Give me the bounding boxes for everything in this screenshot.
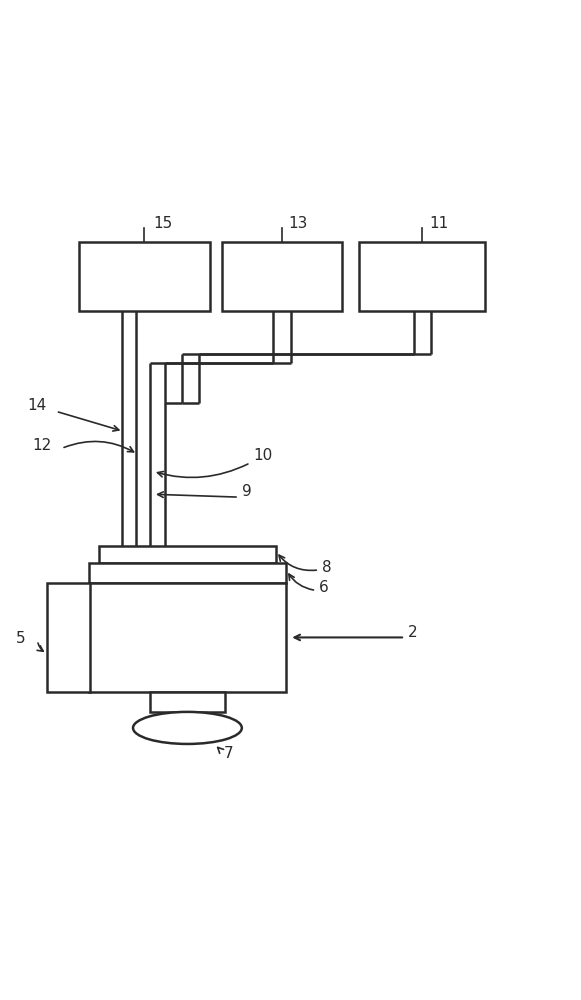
Ellipse shape (133, 712, 242, 744)
Bar (47, 583, 90, 692)
Text: 8: 8 (322, 560, 332, 575)
Text: 12: 12 (33, 438, 52, 453)
Text: 5: 5 (16, 631, 25, 646)
Bar (222, 242, 342, 311)
Text: 2: 2 (408, 625, 418, 640)
Text: 15: 15 (153, 216, 173, 231)
Bar (150, 692, 225, 712)
Text: 11: 11 (429, 216, 449, 231)
Text: 9: 9 (242, 484, 252, 499)
Text: 10: 10 (253, 448, 272, 463)
Text: 6: 6 (319, 580, 329, 595)
Text: 7: 7 (224, 746, 233, 761)
Bar (89, 563, 286, 583)
Bar (99, 546, 276, 563)
Bar (359, 242, 485, 311)
Text: 14: 14 (27, 398, 46, 413)
Text: 13: 13 (289, 216, 308, 231)
Bar (89, 583, 286, 692)
Bar (78, 242, 210, 311)
